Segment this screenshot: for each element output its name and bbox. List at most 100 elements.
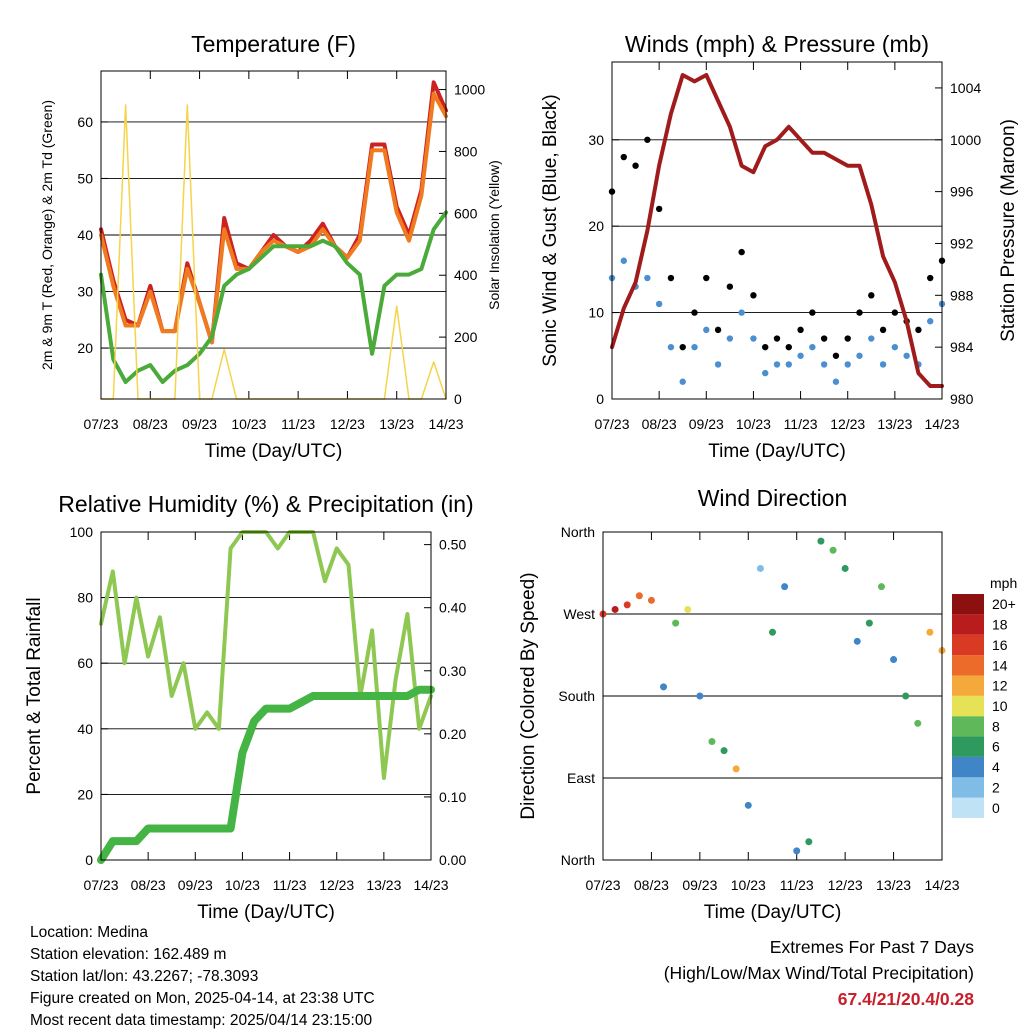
series-1-point bbox=[726, 283, 734, 290]
legend-swatch bbox=[952, 777, 984, 798]
legend-label: 16 bbox=[992, 637, 1008, 653]
series-1-point bbox=[773, 335, 781, 342]
legend-swatch bbox=[952, 634, 984, 656]
series-1-point bbox=[832, 352, 840, 359]
direction-point bbox=[853, 637, 861, 645]
series-2-line bbox=[99, 91, 448, 345]
legend-label: 12 bbox=[992, 678, 1008, 694]
y2-tick-label: 988 bbox=[950, 287, 974, 303]
y2-tick-label: 600 bbox=[454, 205, 478, 221]
legend-label: 4 bbox=[992, 759, 1000, 775]
x-tick-label: 14/23 bbox=[428, 416, 463, 432]
legend-label: 14 bbox=[992, 657, 1008, 673]
y-tick-label: North bbox=[561, 524, 595, 540]
x-tick-label: 07/23 bbox=[585, 877, 620, 893]
y2-tick-label: 400 bbox=[454, 267, 478, 283]
direction-point bbox=[877, 583, 885, 591]
series-1-point bbox=[820, 335, 828, 342]
legend-swatch bbox=[952, 797, 984, 818]
x-axis-label: Time (Day/UTC) bbox=[708, 441, 846, 462]
recent-text: Most recent data timestamp: 2025/04/14 2… bbox=[30, 1012, 373, 1029]
direction-point bbox=[708, 738, 716, 746]
series-1-point bbox=[844, 335, 851, 342]
series-1-point bbox=[691, 309, 698, 316]
y-axis-label: Direction (Colored By Speed) bbox=[518, 572, 539, 819]
direction-point bbox=[720, 747, 728, 755]
series-1-point bbox=[738, 248, 745, 256]
legend-swatch bbox=[952, 614, 984, 635]
x-tick-label: 10/23 bbox=[731, 877, 766, 893]
location-text: Location: Medina bbox=[30, 924, 149, 941]
legend-swatch bbox=[952, 675, 984, 696]
series-2-point bbox=[927, 318, 934, 325]
y-tick-label: 100 bbox=[70, 524, 94, 540]
x-tick-label: 12/23 bbox=[330, 416, 365, 432]
plot-frame bbox=[100, 531, 432, 861]
x-tick-label: 08/23 bbox=[131, 877, 166, 893]
series-2-point bbox=[620, 257, 627, 264]
series-1-point bbox=[809, 309, 816, 316]
x-axis-label: Time (Day/UTC) bbox=[704, 902, 842, 923]
y-tick-label: 60 bbox=[77, 655, 93, 671]
x-tick-label: 09/23 bbox=[178, 877, 213, 893]
direction-point bbox=[902, 692, 910, 700]
direction-point bbox=[635, 592, 643, 600]
series-2-point bbox=[785, 361, 792, 368]
x-tick-label: 12/23 bbox=[830, 416, 865, 432]
x-tick-label: 10/23 bbox=[736, 416, 771, 432]
x-tick-label: 07/23 bbox=[594, 416, 629, 432]
series-1-point bbox=[797, 326, 804, 334]
x-axis-label: Time (Day/UTC) bbox=[205, 441, 343, 462]
x-tick-label: 13/23 bbox=[366, 877, 401, 893]
x-tick-label: 09/23 bbox=[182, 416, 217, 432]
panel-2: Winds (mph) & Pressure (mb) 0 10 20 30 980 984… bbox=[540, 31, 1019, 462]
x-tick-label: 11/23 bbox=[784, 416, 818, 432]
panel-1: Temperature (F)2030405060020040060080010… bbox=[39, 31, 502, 462]
series-2-point bbox=[820, 361, 828, 368]
y-tick-label: 40 bbox=[77, 721, 93, 737]
direction-point bbox=[660, 683, 668, 691]
direction-point bbox=[781, 583, 789, 591]
direction-point bbox=[805, 838, 813, 846]
extremes-values: 67.4/21/20.4/0.28 bbox=[837, 989, 974, 1009]
direction-point bbox=[914, 719, 922, 727]
plot-frame bbox=[602, 531, 943, 861]
series-2-point bbox=[797, 352, 804, 359]
y2-tick-label: 0.10 bbox=[439, 789, 466, 805]
series-2-point bbox=[703, 326, 710, 334]
latlon-text: Station lat/lon: 43.2267; -78.3093 bbox=[30, 968, 259, 985]
created-text: Figure created on Mon, 2025-04-14, at 23… bbox=[30, 990, 375, 1007]
legend-label: 18 bbox=[992, 617, 1008, 633]
y2-tick-label: 1000 bbox=[950, 132, 981, 148]
x-tick-label: 10/23 bbox=[231, 416, 266, 432]
direction-point bbox=[926, 628, 934, 636]
x-tick-label: 09/23 bbox=[682, 877, 717, 893]
chart-title: Temperature (F) bbox=[191, 31, 356, 57]
series-2-point bbox=[856, 352, 863, 359]
series-2-point bbox=[891, 343, 899, 351]
series-2-point bbox=[679, 378, 686, 385]
direction-point bbox=[611, 605, 619, 613]
series-4-line bbox=[100, 104, 447, 400]
y-tick-label: South bbox=[558, 688, 595, 704]
y2-tick-label: 984 bbox=[950, 339, 974, 355]
legend-label: 8 bbox=[992, 718, 1000, 734]
series-2-point bbox=[868, 335, 875, 342]
y-tick-label: 20 bbox=[77, 786, 93, 802]
x-tick-label: 14/23 bbox=[924, 877, 959, 893]
x-tick-label: 09/23 bbox=[689, 416, 724, 432]
series-1-point bbox=[667, 274, 675, 282]
y2-tick-label: 992 bbox=[950, 235, 974, 251]
x-tick-label: 08/23 bbox=[133, 416, 168, 432]
x-tick-label: 12/23 bbox=[828, 877, 863, 893]
series-2-line bbox=[97, 685, 435, 864]
y2-tick-label: 980 bbox=[950, 391, 974, 407]
x-tick-label: 10/23 bbox=[225, 877, 260, 893]
x-tick-label: 14/23 bbox=[924, 416, 959, 432]
legend-label: 0 bbox=[992, 800, 1000, 816]
y-axis-label: Percent & Total Rainfall bbox=[24, 597, 45, 794]
elevation-text: Station elevation: 162.489 m bbox=[30, 946, 227, 963]
y-tick-label: 60 bbox=[77, 114, 93, 130]
direction-point bbox=[769, 628, 776, 636]
